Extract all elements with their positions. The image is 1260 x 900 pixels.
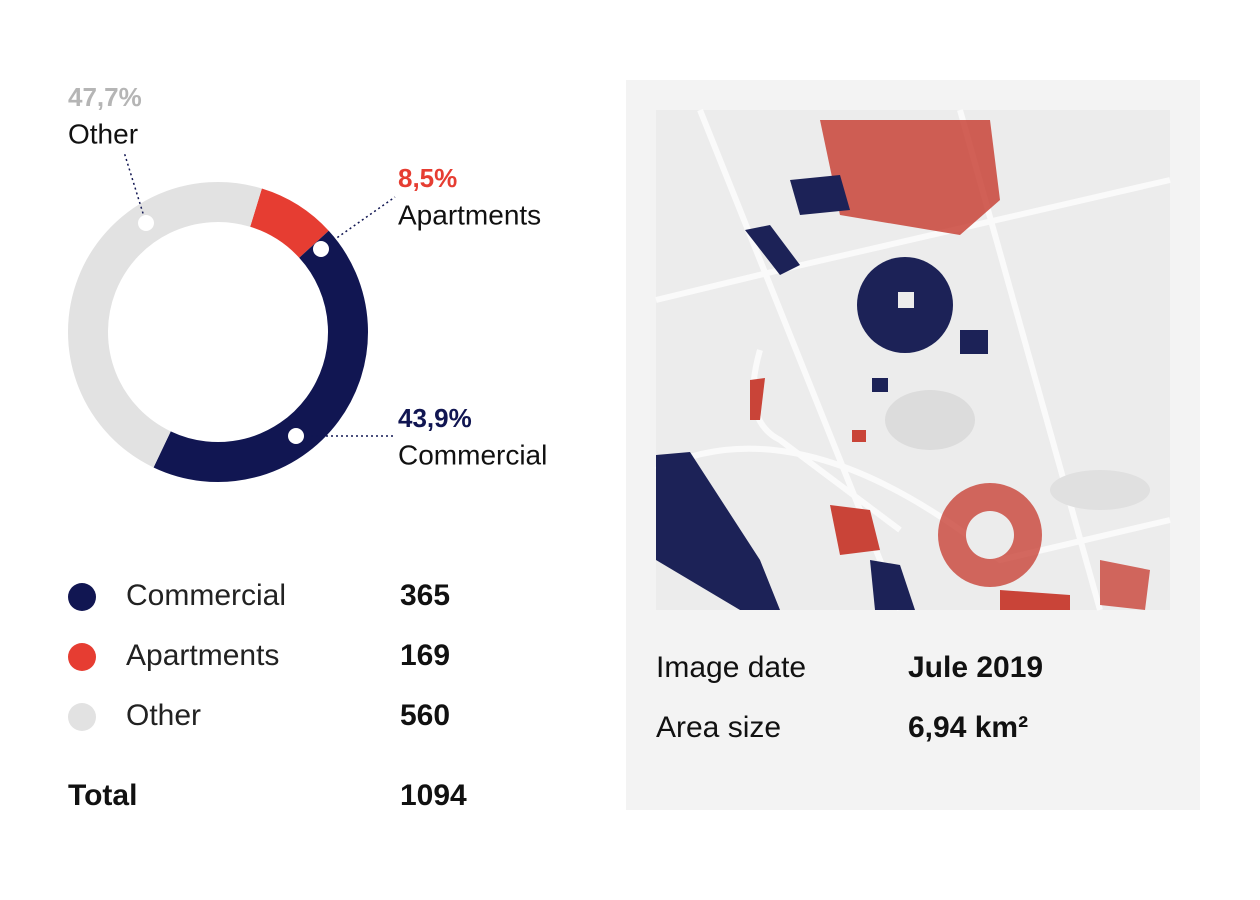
map-pond [885, 390, 975, 450]
category-label: Other [68, 118, 138, 149]
legend-label: Commercial [126, 579, 286, 612]
segment-dot [313, 241, 329, 257]
donut-segment [153, 230, 368, 482]
map-building [1100, 560, 1150, 610]
detail-label: Image date [656, 651, 806, 684]
percent-label: 8,5% [398, 163, 457, 193]
map-building [960, 330, 988, 354]
detail-value: 6,94 km² [908, 711, 1028, 744]
category-label: Apartments [398, 199, 541, 230]
segment-dot [138, 215, 154, 231]
donut-segment [68, 182, 262, 468]
legend-count: 365 [400, 579, 450, 612]
detail-label: Area size [656, 711, 781, 744]
legend-count: 169 [400, 639, 450, 672]
total-value: 1094 [400, 779, 467, 812]
map-building [656, 452, 780, 610]
map-building [852, 430, 866, 442]
legend-label: Apartments [126, 639, 279, 672]
total-label: Total [68, 779, 137, 812]
legend-swatch [68, 643, 96, 671]
segment-dot [288, 428, 304, 444]
map-building [872, 378, 888, 392]
legend-swatch [68, 583, 96, 611]
map-building-cluster [790, 175, 850, 215]
donut-chart: 43,9% Commercial 8,5% Apartments 47,7% Other C… [68, 82, 547, 732]
map-center [966, 511, 1014, 559]
legend-label: Other [126, 699, 201, 732]
percent-label: 43,9% [398, 403, 472, 433]
map-building-cluster [830, 505, 880, 555]
map-courtyard [898, 292, 914, 308]
legend-swatch [68, 703, 96, 731]
map-image [654, 108, 1171, 612]
map-building [745, 225, 800, 275]
detail-value: Jule 2019 [908, 651, 1043, 684]
category-label: Commercial [398, 439, 547, 470]
map-pond [1050, 470, 1150, 510]
leader-line [320, 196, 396, 250]
map-building [1000, 590, 1070, 610]
legend-count: 560 [400, 699, 450, 732]
map-building-cluster [820, 120, 1000, 235]
map-building [750, 378, 765, 420]
percent-label: 47,7% [68, 82, 142, 112]
donut-segment [249, 188, 329, 259]
map-building [870, 560, 915, 610]
leader-line [123, 151, 147, 224]
